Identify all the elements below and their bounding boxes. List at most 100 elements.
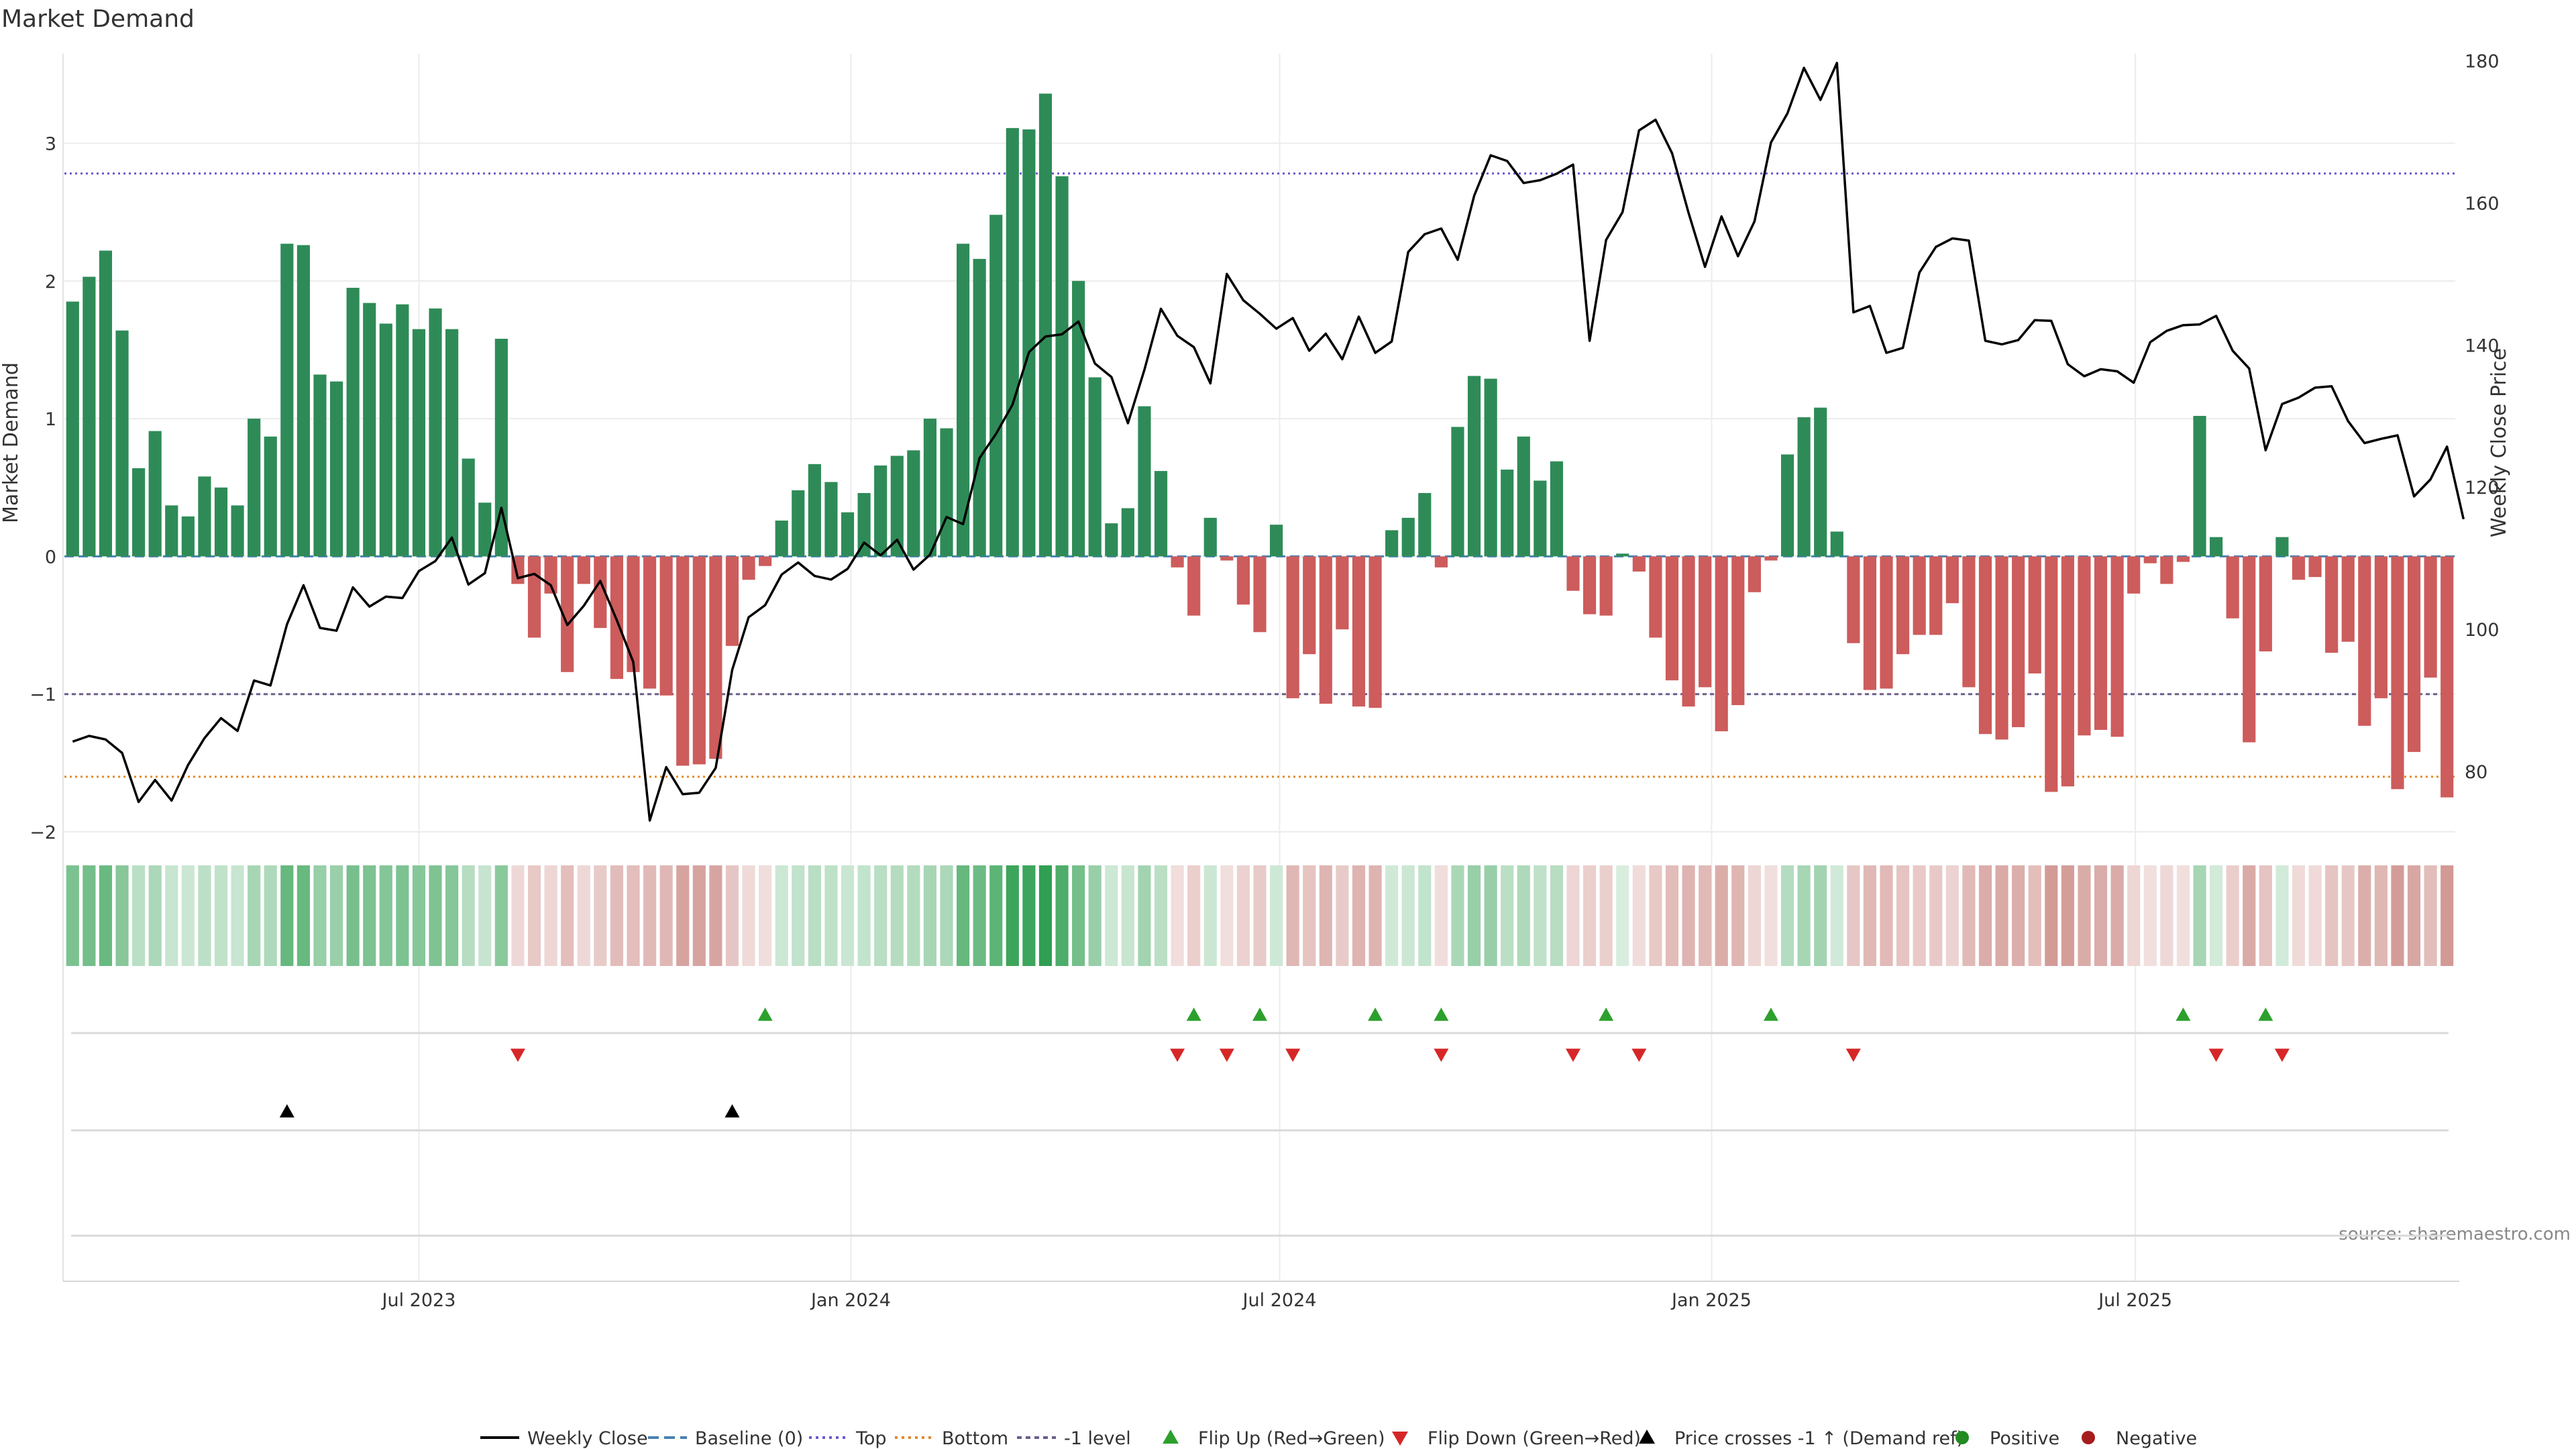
demand-bar [165,505,178,557]
demand-bar [1731,556,1745,706]
demand-bar [396,304,409,557]
demand-bar [725,556,739,646]
demand-bar [1748,556,1761,592]
demand-bar [1665,556,1679,681]
demand-bar [2341,556,2355,642]
heat-cell [2028,865,2041,966]
heat-cell [148,865,162,966]
demand-bar [2143,556,2157,564]
heat-cell [792,865,805,966]
flip-up-marker [1368,1008,1383,1021]
heat-cell [1830,865,1843,966]
demand-bar [1814,407,1827,557]
demand-bar [494,338,508,557]
demand-bar [83,276,96,557]
heat-cell [973,865,986,966]
demand-bar [1352,556,1366,707]
heat-cell [808,865,821,966]
legend: Weekly Close Baseline (0) Top Bottom -1 leve… [480,1428,2197,1449]
demand-bar [248,419,261,557]
demand-bar [1072,280,1085,557]
demand-bar [181,516,195,557]
flip-up-marker [1763,1008,1778,1021]
heat-cell [396,865,409,966]
demand-bar [214,487,228,557]
legend-top: Top [809,1428,887,1449]
heat-cell [759,865,772,966]
demand-bar [1105,523,1118,557]
demand-bar [627,556,640,672]
demand-bar [429,308,442,557]
flip-down-marker [1219,1049,1234,1062]
legend-swatch-positive [1955,1431,1969,1444]
heat-cell [1385,865,1399,966]
demand-bar [1187,556,1201,616]
demand-bar [1566,556,1580,591]
demand-bar [2176,556,2190,562]
heat-cell [1913,865,1926,966]
flip-down-marker [510,1049,525,1062]
demand-bar [115,330,129,557]
demand-bar [99,250,113,557]
demand-bar [759,556,772,566]
demand-bar [874,465,888,557]
heat-cell [1418,865,1432,966]
heat-cell [1962,865,1976,966]
heat-cell [1055,865,1069,966]
heat-cell [1780,865,1794,966]
demand-bar [1550,461,1564,557]
demand-bar [2358,556,2371,726]
legend-positive: Positive [1955,1428,2059,1449]
heat-cell [1517,865,1530,966]
heat-cell [2341,865,2355,966]
demand-bar [1006,127,1019,557]
flip-up-marker [1186,1008,1201,1021]
heat-cell [363,865,376,966]
demand-bar [1501,470,1514,557]
flip-up-marker [1252,1008,1267,1021]
heat-cell [1236,865,1250,966]
demand-bar [923,419,936,557]
heat-cell [2424,865,2437,966]
heat-cell [2045,865,2058,966]
y2-tick-label: 160 [2465,193,2500,214]
demand-bar [2259,556,2272,652]
demand-bar [940,428,953,557]
demand-bar [1616,553,1629,557]
legend-top-label: Top [855,1428,887,1449]
heat-cell [1451,865,1464,966]
x-tick-label: Jan 2025 [1670,1290,1752,1311]
heat-cell [725,865,739,966]
heat-cell [1896,865,1910,966]
legend-bottom: Bottom [895,1428,1008,1449]
demand-bar [462,458,475,557]
demand-bar [659,556,673,696]
demand-bar [2424,556,2437,678]
heat-cell [2440,865,2454,966]
heat-cell [1731,865,1745,966]
heat-cell [1220,865,1234,966]
demand-heat-strip [66,865,2454,966]
demand-bar [527,556,541,638]
heat-cell [2259,865,2272,966]
heat-cell [379,865,392,966]
y2-axis-ticks: 80 100 120 140 160 180 [2465,52,2500,783]
demand-bar [742,556,755,580]
demand-bar [329,381,343,557]
demand-bar [2391,556,2404,790]
heat-cell [923,865,936,966]
demand-bar [956,244,970,557]
heat-cell [2325,865,2339,966]
demand-bar [857,492,871,557]
heat-cell [280,865,294,966]
demand-bar [2374,556,2387,698]
heat-cell [1566,865,1580,966]
demand-bar [1780,454,1794,557]
heat-cell [1138,865,1151,966]
demand-bar [1830,531,1843,557]
demand-bar [264,436,277,557]
heat-cell [2374,865,2387,966]
demand-bar [2440,556,2454,798]
heat-cell [1154,865,1168,966]
demand-bar [1385,530,1399,557]
